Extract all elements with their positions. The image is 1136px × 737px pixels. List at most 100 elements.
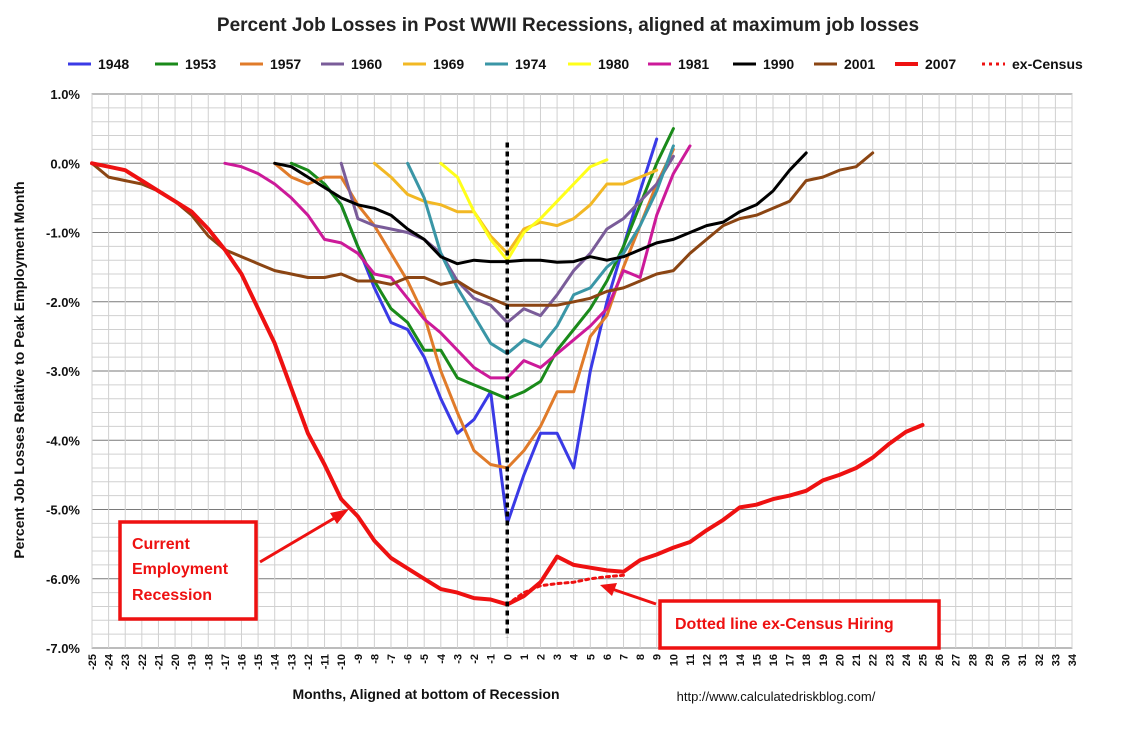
x-tick-label: -20 [170,654,182,670]
x-tick-label: 0 [502,654,514,660]
y-axis-label: Percent Job Losses Relative to Peak Empl… [11,181,27,558]
legend-label: 1953 [185,56,216,72]
x-tick-label: 26 [934,654,946,666]
x-tick-label: 12 [702,654,714,666]
legend-label: 1957 [270,56,301,72]
x-tick-label: -7 [386,654,398,664]
x-tick-label: -12 [303,654,315,670]
y-tick-label: -4.0% [46,433,80,448]
x-tick-label: -22 [137,654,149,670]
x-tick-label: 19 [818,654,830,666]
y-tick-label: -3.0% [46,364,80,379]
y-tick-label: -7.0% [46,641,80,656]
legend-label: 1980 [598,56,629,72]
x-tick-label: 33 [1050,654,1062,666]
legend-label: 2001 [844,56,875,72]
x-tick-label: -3 [452,654,464,664]
legend-label: ex-Census [1012,56,1083,72]
x-tick-label: 15 [751,654,763,666]
x-tick-label: -15 [253,654,265,670]
series-line-1969 [372,161,659,255]
x-tick-label: 11 [685,654,697,666]
x-axis-label: Months, Aligned at bottom of Recession [292,686,559,702]
source-credit: http://www.calculatedriskblog.com/ [677,689,876,704]
x-tick-label: -5 [419,654,431,664]
series-line-1981 [223,144,692,380]
x-tick-label: -14 [270,653,282,670]
y-tick-label: -5.0% [46,503,80,518]
x-axis-ticks: -25 -24 -23 -22 -21 -20 -19 -18 -17 -16 -15 -14 -13-… [87,653,1079,670]
series-line-1980 [439,158,609,262]
x-tick-label: -16 [236,654,248,670]
x-tick-label: -25 [87,654,99,670]
series-line-ex-census [505,573,625,606]
x-tick-label: 10 [668,654,680,666]
callout-arrow-line [611,587,657,606]
x-tick-label: 25 [918,654,930,666]
x-tick-label: 24 [901,653,913,666]
x-tick-label: 9 [652,654,664,660]
x-tick-label: -19 [187,654,199,670]
x-tick-label: -8 [369,654,381,664]
callout-text: Dotted line ex-Census Hiring [675,616,894,633]
x-tick-label: -4 [436,653,448,664]
callout-line-1: Current [132,536,190,553]
x-tick-label: -10 [336,654,348,670]
legend-label: 1960 [351,56,382,72]
y-axis-ticks: 1.0% 0.0% -1.0% -2.0% -3.0% -4.0% -5.0% -6.0% -7… [46,87,80,656]
legend-label: 1969 [433,56,464,72]
x-tick-label: -17 [220,654,232,670]
x-tick-label: -18 [203,654,215,670]
legend-label: 1974 [515,56,546,72]
y-tick-label: 0.0% [50,156,80,171]
x-tick-label: -6 [403,654,415,664]
x-tick-label: 21 [851,654,863,666]
y-tick-label: 1.0% [50,87,80,102]
ex-census-callout: Dotted line ex-Census Hiring [600,583,941,650]
x-tick-label: -9 [353,654,365,664]
x-tick-label: 8 [635,654,647,660]
x-tick-label: 31 [1017,654,1029,666]
x-tick-label: 7 [619,654,631,660]
callout-arrow-line [259,514,339,564]
y-tick-label: -6.0% [46,572,80,587]
y-tick-label: -1.0% [46,226,80,241]
x-tick-label: 18 [801,654,813,666]
x-tick-label: -21 [153,654,165,670]
x-tick-label: 6 [602,654,614,660]
x-tick-label: 34 [1067,653,1079,666]
x-tick-label: 16 [768,654,780,666]
x-tick-label: 2 [535,654,547,660]
x-tick-label: -23 [120,654,132,670]
x-tick-label: 22 [868,654,880,666]
legend-label: 2007 [925,56,956,72]
x-tick-label: 4 [569,653,581,660]
x-tick-label: 3 [552,654,564,660]
y-tick-label: -2.0% [46,295,80,310]
legend-label: 1990 [763,56,794,72]
x-tick-label: 14 [735,653,747,666]
series-line-1990 [273,151,808,266]
x-tick-label: 27 [951,654,963,666]
series-line-1957 [273,147,675,470]
x-tick-label: 20 [834,654,846,666]
x-tick-label: 5 [585,654,597,660]
legend-label: 1948 [98,56,129,72]
callout-box [118,520,258,621]
x-tick-label: -13 [286,654,298,670]
x-tick-label: 1 [519,654,531,660]
x-tick-label: 30 [1001,654,1013,666]
x-tick-label: -2 [469,654,481,664]
x-tick-label: -1 [486,654,498,664]
callout-box [658,599,941,650]
legend-label: 1981 [678,56,709,72]
x-tick-label: 13 [718,654,730,666]
x-tick-label: -24 [104,653,116,670]
legend: 1948 1953 1957 1960 1969 1974 1980 1981 1990 2001… [68,56,1083,72]
callout-arrow-head [600,583,617,596]
x-tick-label: -11 [320,654,332,669]
x-tick-label: 28 [967,654,979,666]
callout-line-3: Recession [132,587,212,604]
x-tick-label: 23 [884,654,896,666]
